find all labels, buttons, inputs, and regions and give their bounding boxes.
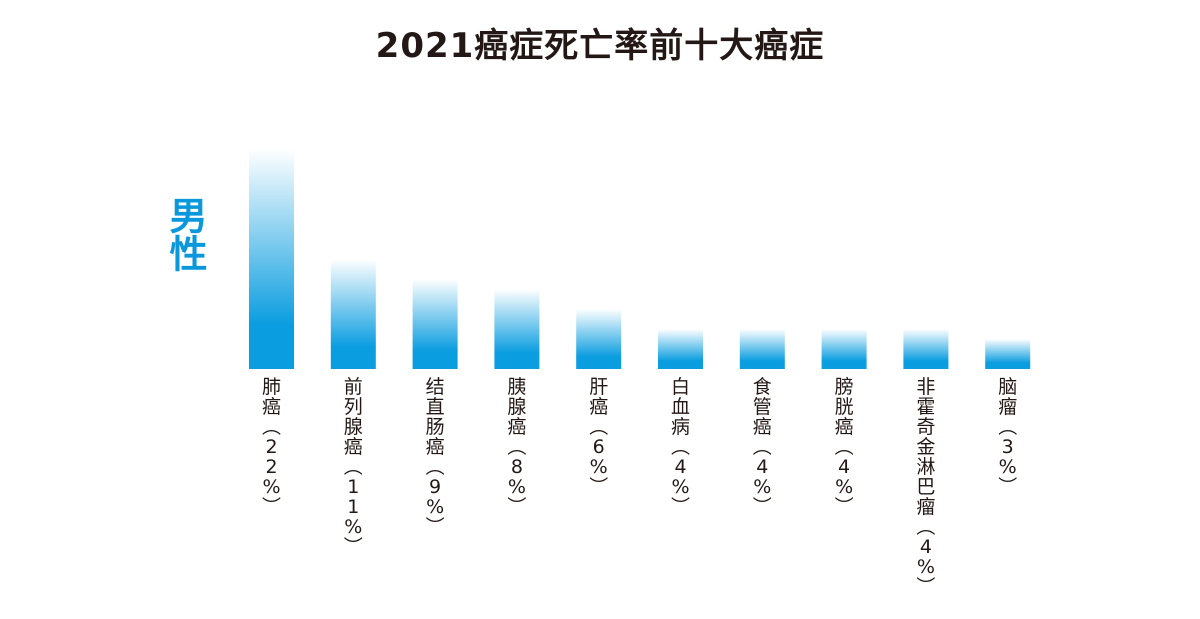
- bar-4: [494, 289, 540, 369]
- labels-group: 肺癌︵ 2 2% ︶ 前列腺癌︵ 1 1% ︶ 结直肠癌︵ 9% ︶ 胰腺癌︵ 8% ︶ 肝癌︵ 6% ︶ 白血病…: [262, 376, 1017, 598]
- tick-label-10: 脑瘤︵ 3% ︶: [998, 376, 1017, 498]
- bar-3: [412, 279, 458, 369]
- bar-8: [821, 329, 867, 369]
- chart-title: 2021癌症死亡率前十大癌症: [375, 26, 825, 66]
- tick-label-7: 食管癌︵ 4% ︶: [753, 376, 772, 518]
- tick-label-3: 结直肠癌︵ 9% ︶: [426, 376, 445, 538]
- tick-label-2: 前列腺癌︵ 1 1% ︶: [344, 376, 363, 558]
- tick-label-6: 白血病︵ 4% ︶: [671, 376, 690, 518]
- tick-label-1: 肺癌︵ 2 2% ︶: [262, 376, 281, 518]
- bar-6: [658, 329, 703, 369]
- bar-2: [330, 259, 376, 369]
- bar-7: [739, 329, 785, 369]
- bar-1: [249, 149, 294, 369]
- tick-label-5: 肝癌︵ 6% ︶: [589, 376, 608, 498]
- tick-label-8: 膀胱癌︵ 4% ︶: [835, 376, 854, 518]
- gender-label: 男性: [163, 196, 207, 272]
- bar-5: [576, 309, 622, 369]
- tick-label-9: 非霍奇金淋巴瘤︵ 4% ︶: [916, 376, 935, 598]
- bars-group: [249, 149, 1031, 369]
- bar-9: [903, 329, 949, 369]
- bar-10: [985, 339, 1031, 369]
- tick-label-4: 胰腺癌︵ 8% ︶: [507, 376, 526, 518]
